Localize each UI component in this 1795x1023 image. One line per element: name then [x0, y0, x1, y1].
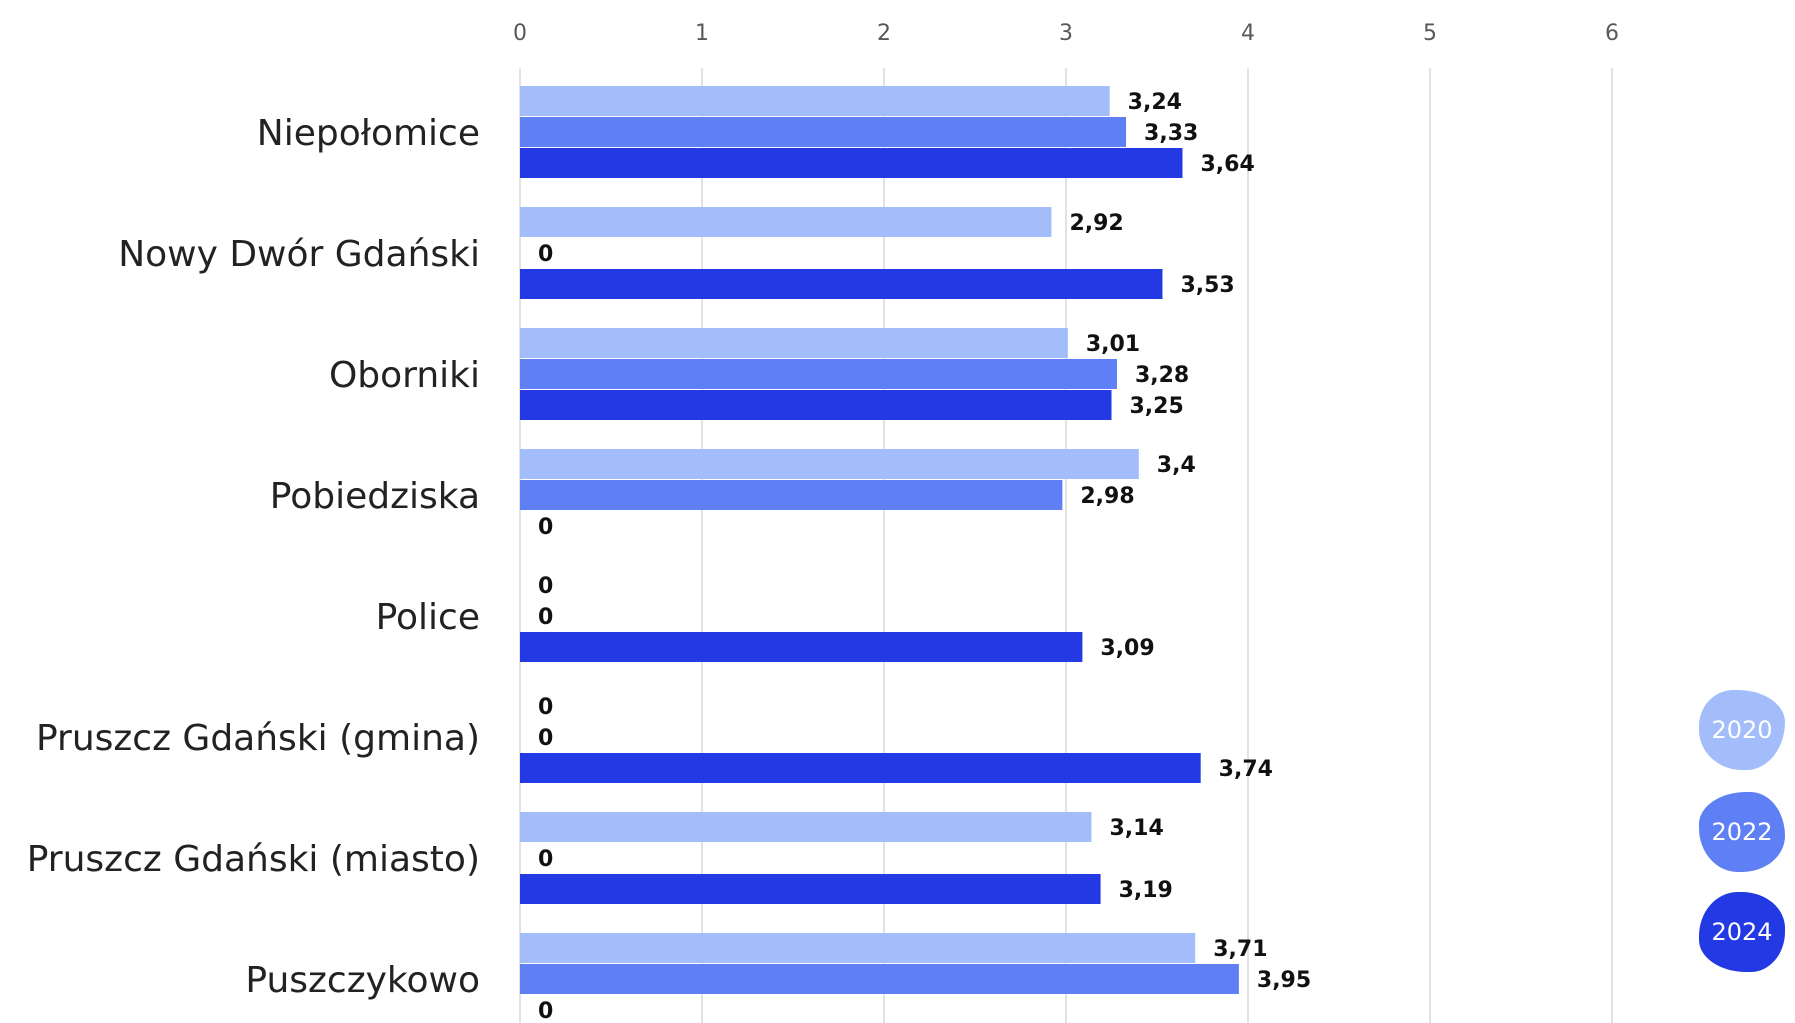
data-label: 3,19 — [1119, 878, 1173, 903]
bar-2020 — [520, 933, 1196, 963]
x-tick-label: 4 — [1241, 21, 1255, 46]
data-label: 3,71 — [1213, 937, 1267, 962]
category-label: Pruszcz Gdański (miasto) — [27, 839, 480, 880]
bar-2022 — [520, 964, 1239, 994]
data-label: 3,01 — [1086, 332, 1140, 357]
data-label: 2,98 — [1080, 484, 1134, 509]
data-label: 0 — [538, 847, 553, 872]
data-label: 0 — [538, 726, 553, 751]
category-labels: Niepołomice Nowy Dwór Gdański Oborniki Pobi… — [27, 113, 480, 1001]
category-label: Pobiedziska — [270, 476, 480, 517]
bar-2022 — [520, 359, 1117, 389]
data-label: 3,74 — [1219, 757, 1273, 782]
data-label: 0 — [538, 515, 553, 540]
data-label: 3,14 — [1109, 816, 1163, 841]
category-label: Police — [376, 597, 480, 638]
bar-2022 — [520, 480, 1063, 510]
data-label: 3,64 — [1200, 152, 1254, 177]
data-label: 0 — [538, 242, 553, 267]
x-tick-label: 5 — [1423, 21, 1437, 46]
legend-label: 2020 — [1711, 716, 1773, 744]
category-label: Nowy Dwór Gdański — [118, 234, 480, 275]
data-label: 0 — [538, 999, 553, 1023]
legend-item-2022: 2022 — [1699, 792, 1785, 872]
x-tick-label: 6 — [1605, 21, 1619, 46]
bar-2022 — [520, 117, 1127, 147]
legend-label: 2022 — [1711, 818, 1773, 846]
data-label: 3,53 — [1180, 273, 1234, 298]
category-label: Niepołomice — [257, 113, 480, 154]
data-label: 3,24 — [1128, 90, 1182, 115]
data-label: 3,25 — [1130, 394, 1184, 419]
data-label: 0 — [538, 695, 553, 720]
x-tick-label: 3 — [1059, 21, 1073, 46]
data-label: 0 — [538, 574, 553, 599]
bar-2020 — [520, 207, 1052, 237]
bar-2024 — [520, 632, 1083, 662]
legend-item-2020: 2020 — [1699, 690, 1785, 770]
data-labels: 3,24 3,333,64 2,92 0 3,53 3,01 3,28 3,25 3,4 2,98… — [538, 90, 1311, 1023]
bar-2024 — [520, 753, 1201, 783]
bars — [520, 86, 1239, 994]
bar-2024 — [520, 874, 1101, 904]
x-tick-label: 0 — [513, 21, 527, 46]
legend-item-2024: 2024 — [1699, 892, 1785, 972]
bar-2024 — [520, 390, 1112, 420]
data-label: 2,92 — [1069, 211, 1123, 236]
bar-2020 — [520, 328, 1068, 358]
data-label: 0 — [538, 605, 553, 630]
data-label: 3,09 — [1100, 636, 1154, 661]
data-label: 3,4 — [1157, 453, 1196, 478]
category-label: Oborniki — [329, 355, 480, 396]
x-tick-label: 2 — [877, 21, 891, 46]
data-label: 3,28 — [1135, 363, 1189, 388]
x-tick-label: 1 — [695, 21, 709, 46]
legend-label: 2024 — [1711, 918, 1773, 946]
x-axis-ticks: 0 1 2 3 4 5 6 — [513, 21, 1619, 46]
data-label: 3,33 — [1144, 121, 1198, 146]
data-label: 3,95 — [1257, 968, 1311, 993]
bar-2024 — [520, 148, 1183, 178]
category-label: Puszczykowo — [245, 960, 480, 1001]
bar-2020 — [520, 812, 1092, 842]
bar-2024 — [520, 269, 1163, 299]
bar-2020 — [520, 86, 1110, 116]
bar-2020 — [520, 449, 1139, 479]
category-label: Pruszcz Gdański (gmina) — [36, 718, 480, 759]
